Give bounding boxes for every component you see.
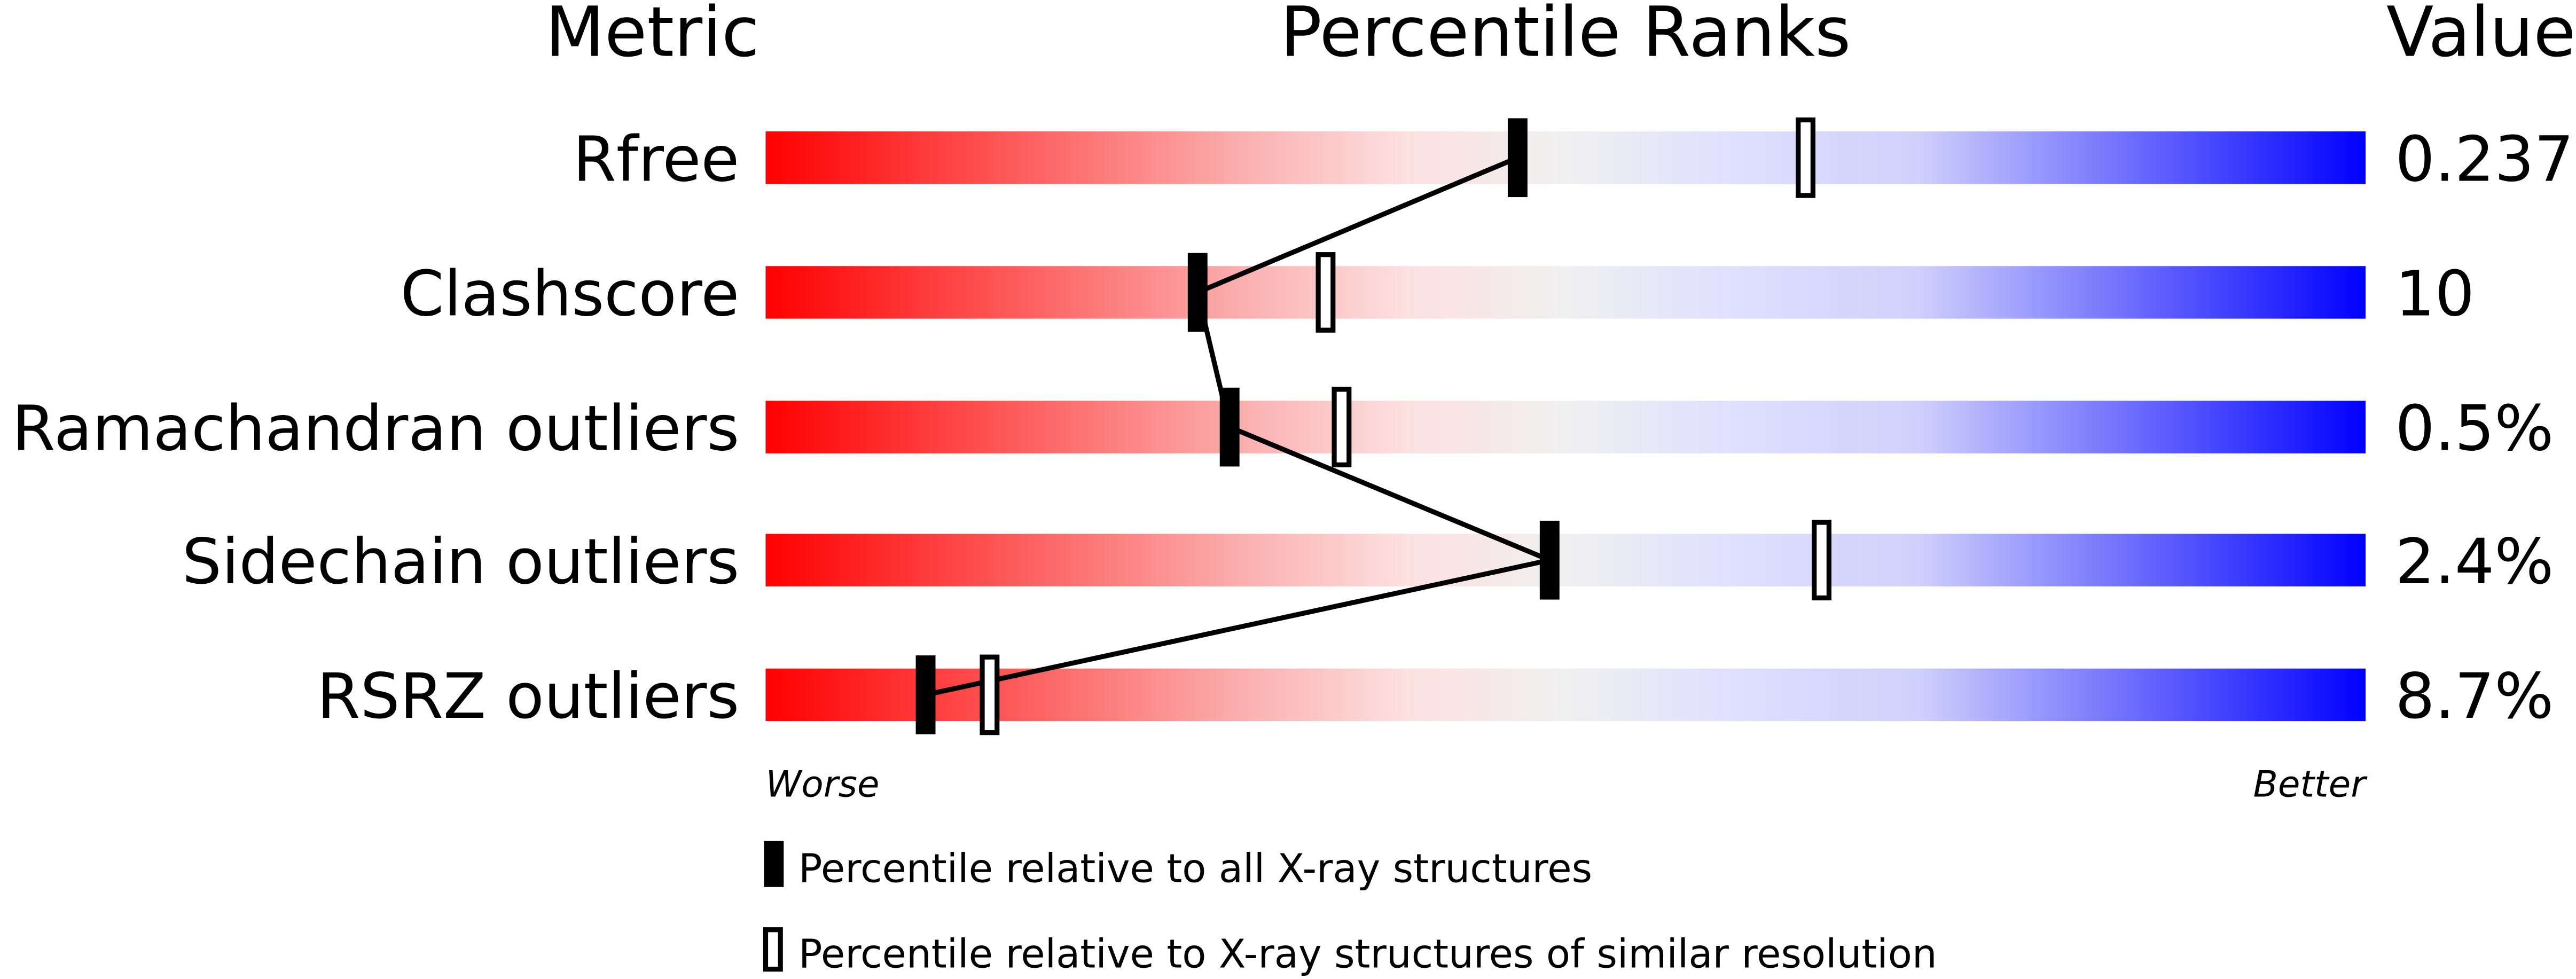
- marker-all-structures: [915, 655, 936, 734]
- legend-filled-marker: [764, 841, 784, 887]
- marker-all-structures: [1539, 520, 1560, 600]
- metric-label: Sidechain outliers: [182, 526, 739, 598]
- marker-similar-resolution: [1812, 520, 1831, 601]
- metric-value: 8.7%: [2395, 660, 2554, 733]
- marker-all-structures: [1507, 118, 1528, 198]
- percentile-bar: [765, 534, 2366, 586]
- axis-label-worse: Worse: [765, 763, 879, 805]
- metric-label: Rfree: [573, 123, 740, 195]
- metric-value: 0.237: [2395, 123, 2574, 195]
- marker-all-structures: [1219, 387, 1240, 467]
- legend-label-similar: Percentile relative to X-ray structures …: [798, 931, 1937, 977]
- metric-value: 10: [2395, 257, 2475, 330]
- marker-similar-resolution: [1796, 117, 1816, 198]
- marker-similar-resolution: [1316, 252, 1336, 333]
- percentile-bar: [765, 668, 2366, 722]
- metric-value: 2.4%: [2395, 526, 2554, 598]
- percentile-bar: [765, 131, 2366, 184]
- metric-label: RSRZ outliers: [317, 660, 739, 733]
- metric-label: Ramachandran outliers: [12, 393, 739, 465]
- marker-similar-resolution: [1332, 387, 1352, 467]
- header-value: Value: [2386, 0, 2576, 73]
- metric-value: 0.5%: [2395, 393, 2554, 465]
- marker-all-structures: [1187, 253, 1208, 332]
- legend-label-all: Percentile relative to all X-ray structu…: [798, 846, 1592, 892]
- header-percentile-ranks: Percentile Ranks: [1280, 0, 1851, 73]
- percentile-bar: [765, 401, 2366, 453]
- header-metric: Metric: [545, 0, 760, 73]
- marker-similar-resolution: [980, 654, 1000, 735]
- axis-label-better: Better: [2253, 763, 2368, 805]
- metric-label: Clashscore: [401, 257, 740, 330]
- legend-hollow-marker: [763, 927, 783, 972]
- percentile-bar: [765, 266, 2366, 319]
